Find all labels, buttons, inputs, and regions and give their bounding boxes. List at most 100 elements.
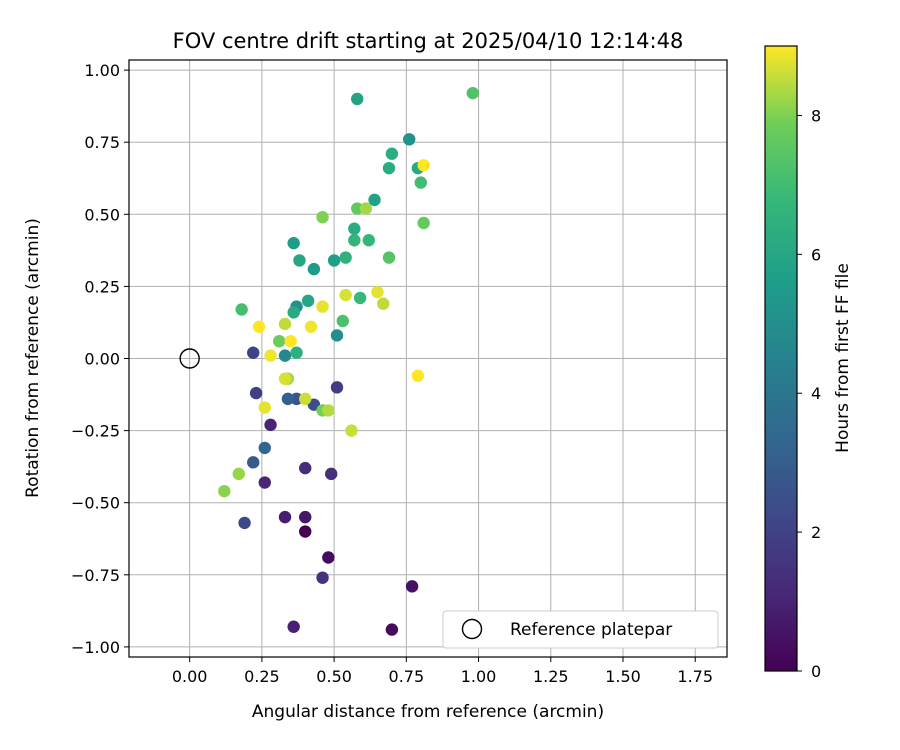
data-point <box>316 571 329 584</box>
data-point <box>353 291 367 305</box>
data-point <box>371 285 384 299</box>
data-point <box>299 392 312 406</box>
data-point <box>247 456 260 469</box>
x-tick-label: 0.00 <box>172 667 208 686</box>
colorbar-tick-label: 8 <box>811 106 821 125</box>
data-point <box>278 317 292 331</box>
data-point <box>264 349 277 362</box>
data-point <box>339 251 352 264</box>
y-tick-label: −1.00 <box>71 638 120 657</box>
x-tick-label: 1.25 <box>533 667 569 686</box>
colorbar-ticks: 0 2 4 6 8 <box>797 106 821 681</box>
colorbar: 0 2 4 6 8 Hours from first FF file <box>764 45 853 681</box>
data-point <box>278 372 292 385</box>
data-point <box>238 516 251 530</box>
data-point <box>362 234 375 247</box>
data-point <box>385 623 399 636</box>
x-axis-label: Angular distance from reference (arcmin) <box>252 702 604 722</box>
grid-lines <box>129 60 727 657</box>
data-point <box>249 386 263 400</box>
y-tick-label: −0.25 <box>71 422 120 441</box>
data-point <box>304 320 318 333</box>
data-point <box>299 525 312 538</box>
x-axis-ticks: 0.00 0.25 0.50 0.75 1.00 1.25 1.50 1.75 <box>172 657 713 686</box>
data-point <box>258 441 271 455</box>
data-point <box>417 159 430 172</box>
data-point <box>218 484 231 498</box>
data-point <box>405 580 419 593</box>
data-point <box>287 236 300 250</box>
y-tick-label: 0.25 <box>84 277 120 296</box>
x-tick-label: 1.00 <box>461 667 497 686</box>
reference-platepar-marker <box>179 348 200 369</box>
data-point <box>385 147 399 160</box>
y-tick-label: 0.75 <box>84 133 120 152</box>
data-point <box>382 251 396 264</box>
data-point <box>368 193 381 207</box>
data-point <box>287 306 300 319</box>
data-point <box>411 369 425 383</box>
data-point <box>281 392 295 406</box>
colorbar-label: Hours from first FF file <box>833 263 853 453</box>
data-point <box>278 349 292 362</box>
x-tick-label: 1.50 <box>605 667 641 686</box>
legend: Reference platepar <box>442 610 719 649</box>
data-point <box>290 392 303 406</box>
data-point <box>466 86 479 100</box>
data-point <box>273 334 286 348</box>
data-point <box>417 216 430 230</box>
data-point <box>287 620 300 633</box>
legend-entry-reference: Reference platepar <box>510 620 672 640</box>
y-tick-label: 0.50 <box>84 205 120 224</box>
x-tick-label: 0.50 <box>316 667 352 686</box>
data-point <box>348 222 361 235</box>
data-point <box>377 297 390 310</box>
colorbar-tick-label: 6 <box>811 245 821 264</box>
data-point <box>258 401 271 414</box>
data-point <box>403 133 416 146</box>
x-tick-label: 1.75 <box>677 667 713 686</box>
data-point <box>232 467 245 481</box>
data-point <box>330 329 344 342</box>
data-point <box>351 202 364 215</box>
data-point <box>336 314 349 328</box>
data-point <box>359 202 373 215</box>
data-point <box>322 404 335 417</box>
data-point <box>247 346 260 359</box>
data-point <box>330 381 344 394</box>
data-point <box>348 234 361 247</box>
data-point <box>382 161 396 175</box>
data-point <box>414 176 427 189</box>
y-tick-label: −0.75 <box>71 566 120 585</box>
colorbar-gradient <box>764 45 798 672</box>
data-point <box>293 254 306 267</box>
data-point <box>316 300 329 313</box>
data-point <box>278 510 292 524</box>
data-point <box>264 418 277 432</box>
data-point <box>345 424 358 437</box>
data-point <box>258 476 271 489</box>
data-point <box>316 210 329 224</box>
legend-box <box>442 610 719 649</box>
colorbar-tick-label: 2 <box>811 523 821 542</box>
data-points <box>218 86 479 636</box>
x-tick-label: 0.75 <box>389 667 425 686</box>
data-point <box>327 254 341 267</box>
x-tick-label: 0.25 <box>244 667 280 686</box>
data-point <box>307 262 321 276</box>
reference-marker-group <box>179 348 200 369</box>
y-tick-label: 1.00 <box>84 61 120 80</box>
colorbar-tick-label: 4 <box>811 384 821 403</box>
data-point <box>299 510 312 524</box>
colorbar-tick-label: 0 <box>811 662 821 681</box>
data-point <box>252 320 266 333</box>
data-point <box>301 294 315 308</box>
data-point <box>290 346 303 359</box>
legend-reference-marker <box>461 618 483 640</box>
data-point <box>284 334 297 348</box>
data-point <box>235 303 248 316</box>
data-point <box>325 467 338 481</box>
data-point <box>351 92 364 106</box>
data-point <box>322 551 335 564</box>
